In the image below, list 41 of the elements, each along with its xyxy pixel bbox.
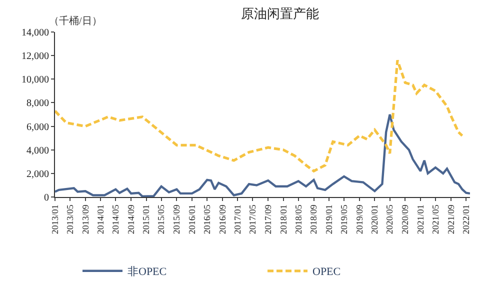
y-tick-label: 2,000 [26, 168, 49, 180]
x-tick-label: 2021/09 [446, 204, 456, 234]
x-tick-label: 2015/05 [156, 204, 166, 234]
x-tick-label: 2022/01 [461, 204, 472, 234]
x-tick-label: 2014/09 [126, 204, 136, 234]
y-tick-label: 12,000 [22, 51, 49, 62]
x-tick-label: 2019/01 [324, 204, 334, 234]
x-tick-label: 2017/09 [263, 204, 274, 234]
x-tick-label: 2021/01 [415, 204, 426, 234]
y-tick-label: 6,000 [26, 122, 49, 133]
y-tick-label: 10,000 [22, 74, 49, 86]
x-tick-label: 2020/05 [384, 204, 395, 234]
x-tick-label: 2015/01 [141, 204, 152, 234]
legend-label: OPEC [312, 266, 341, 278]
x-tick-label: 2018/01 [278, 204, 288, 234]
x-tick-label: 2018/09 [308, 204, 319, 234]
x-tick-label: 2017/01 [232, 204, 243, 234]
y-tick-label: 8,000 [26, 98, 49, 110]
x-tick-label: 2016/01 [186, 204, 197, 234]
x-tick-label: 2015/09 [172, 204, 182, 234]
x-tick-label: 2018/05 [293, 204, 304, 234]
y-tick-label: 4,000 [26, 145, 49, 156]
x-tick-label: 2013/05 [64, 204, 75, 234]
x-tick-label: 2014/05 [110, 204, 121, 234]
x-tick-label: 2021/05 [430, 204, 440, 234]
x-tick-label: 2019/05 [338, 204, 349, 234]
chart-title: 原油闲置产能 [241, 6, 319, 22]
legend-label: 非OPEC [128, 265, 167, 278]
y-axis-title: （千桶/日） [49, 15, 102, 27]
x-tick-label: 2013/01 [50, 204, 60, 234]
x-tick-label: 2016/05 [202, 204, 212, 234]
y-tick-label: 0 [44, 192, 49, 204]
line-series [55, 58, 464, 172]
x-tick-label: 2014/01 [96, 204, 106, 234]
x-tick-label: 2013/09 [80, 204, 90, 234]
x-tick-label: 2020/01 [370, 204, 380, 234]
x-tick-label: 2017/05 [248, 204, 258, 234]
x-tick-label: 2019/09 [354, 204, 364, 234]
x-tick-label: 2016/09 [217, 204, 228, 234]
y-tick-label: 14,000 [22, 28, 49, 38]
x-tick-label: 2020/09 [400, 204, 410, 234]
